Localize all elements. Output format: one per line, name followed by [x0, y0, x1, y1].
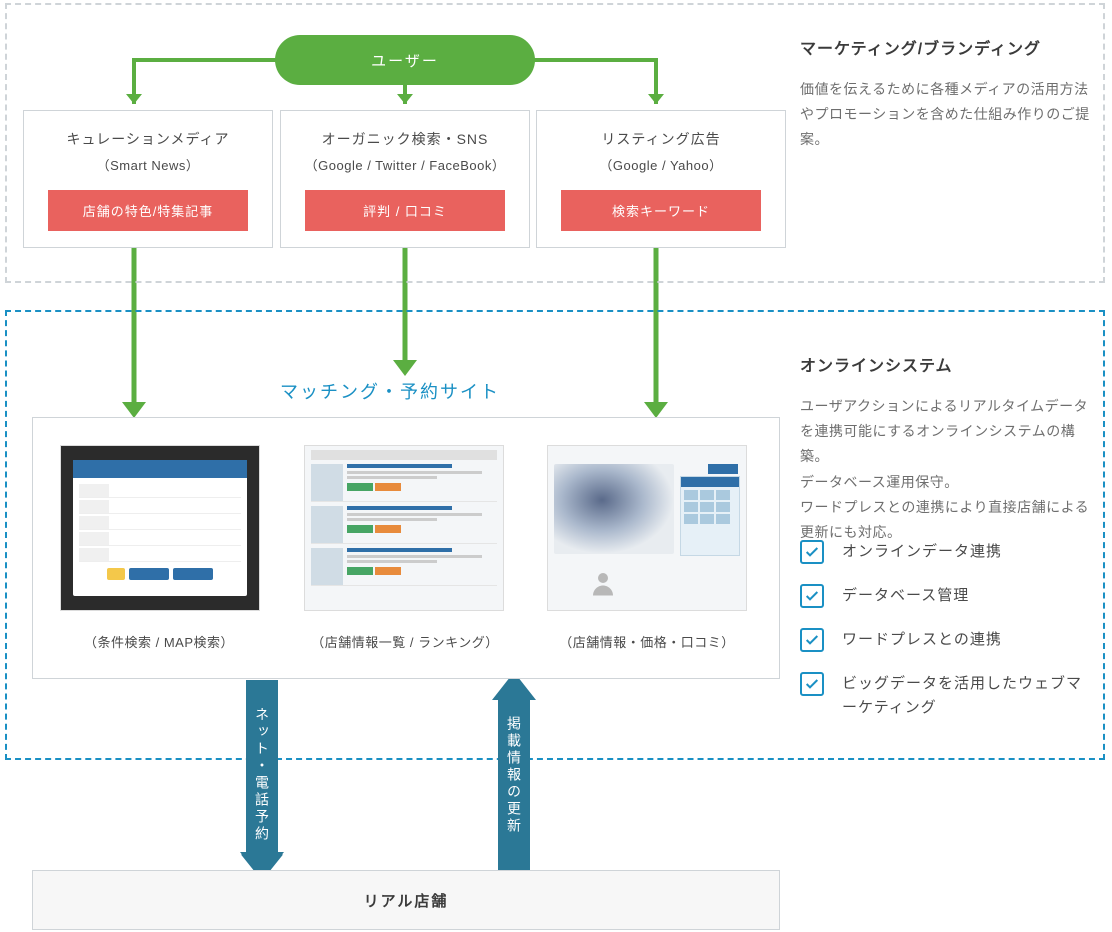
- media-tag: 検索キーワード: [561, 190, 761, 231]
- thumb-detail: [547, 445, 747, 611]
- matching-title: マッチング・予約サイト: [280, 378, 500, 404]
- thumb-caption: （条件検索 / MAP検索）: [44, 632, 274, 651]
- real-store-label: リアル店舗: [364, 890, 449, 911]
- thumb-search: [60, 445, 260, 611]
- check-icon: [800, 540, 824, 564]
- arrow-label-update: 掲載情報の更新: [498, 695, 530, 855]
- section-desc: ユーザアクションによるリアルタイムデータを連携可能にするオンラインシステムの構築…: [800, 394, 1090, 545]
- media-title: オーガニック検索・SNS: [322, 129, 489, 149]
- media-sub: （Google / Twitter / FaceBook）: [305, 155, 506, 174]
- section-desc: 価値を伝えるために各種メディアの活用方法やプロモーションを含めた仕組み作りのご提…: [800, 77, 1090, 153]
- check-label: オンラインデータ連携: [842, 540, 1002, 564]
- media-title: キュレーションメディア: [66, 129, 229, 149]
- arrow-label-booking: ネット・電話予約: [246, 695, 278, 855]
- media-box-listing: リスティング広告 （Google / Yahoo） 検索キーワード: [536, 110, 786, 248]
- thumb-caption: （店舗情報一覧 / ランキング）: [290, 632, 520, 651]
- media-tag: 店舗の特色/特集記事: [48, 190, 248, 231]
- check-icon: [800, 584, 824, 608]
- check-label: ワードプレスとの連携: [842, 628, 1002, 652]
- media-sub: （Smart News）: [97, 155, 200, 174]
- check-item: オンラインデータ連携: [800, 540, 1092, 564]
- marketing-text: マーケティング/ブランディング 価値を伝えるために各種メディアの活用方法やプロモ…: [800, 35, 1090, 153]
- media-box-curation: キュレーションメディア （Smart News） 店舗の特色/特集記事: [23, 110, 273, 248]
- user-label: ユーザー: [371, 50, 439, 71]
- check-icon: [800, 628, 824, 652]
- thumb-list: [304, 445, 504, 611]
- check-item: ビッグデータを活用したウェブマーケティング: [800, 672, 1092, 720]
- check-item: ワードプレスとの連携: [800, 628, 1092, 652]
- check-label: ビッグデータを活用したウェブマーケティング: [842, 672, 1092, 720]
- media-box-organic: オーガニック検索・SNS （Google / Twitter / FaceBoo…: [280, 110, 530, 248]
- media-title: リスティング広告: [601, 129, 720, 149]
- feature-checklist: オンラインデータ連携 データベース管理 ワードプレスとの連携 ビッグデータを活用…: [800, 540, 1092, 740]
- real-store-box: リアル店舗: [32, 870, 780, 930]
- section-title: マーケティング/ブランディング: [800, 35, 1090, 59]
- thumb-caption: （店舗情報・価格・口コミ）: [532, 632, 762, 651]
- check-label: データベース管理: [842, 584, 969, 608]
- check-item: データベース管理: [800, 584, 1092, 608]
- section-title: オンラインシステム: [800, 352, 1090, 376]
- media-sub: （Google / Yahoo）: [599, 155, 722, 174]
- user-pill: ユーザー: [275, 35, 535, 85]
- check-icon: [800, 672, 824, 696]
- online-text: オンラインシステム ユーザアクションによるリアルタイムデータを連携可能にするオン…: [800, 352, 1090, 545]
- media-tag: 評判 / 口コミ: [305, 190, 505, 231]
